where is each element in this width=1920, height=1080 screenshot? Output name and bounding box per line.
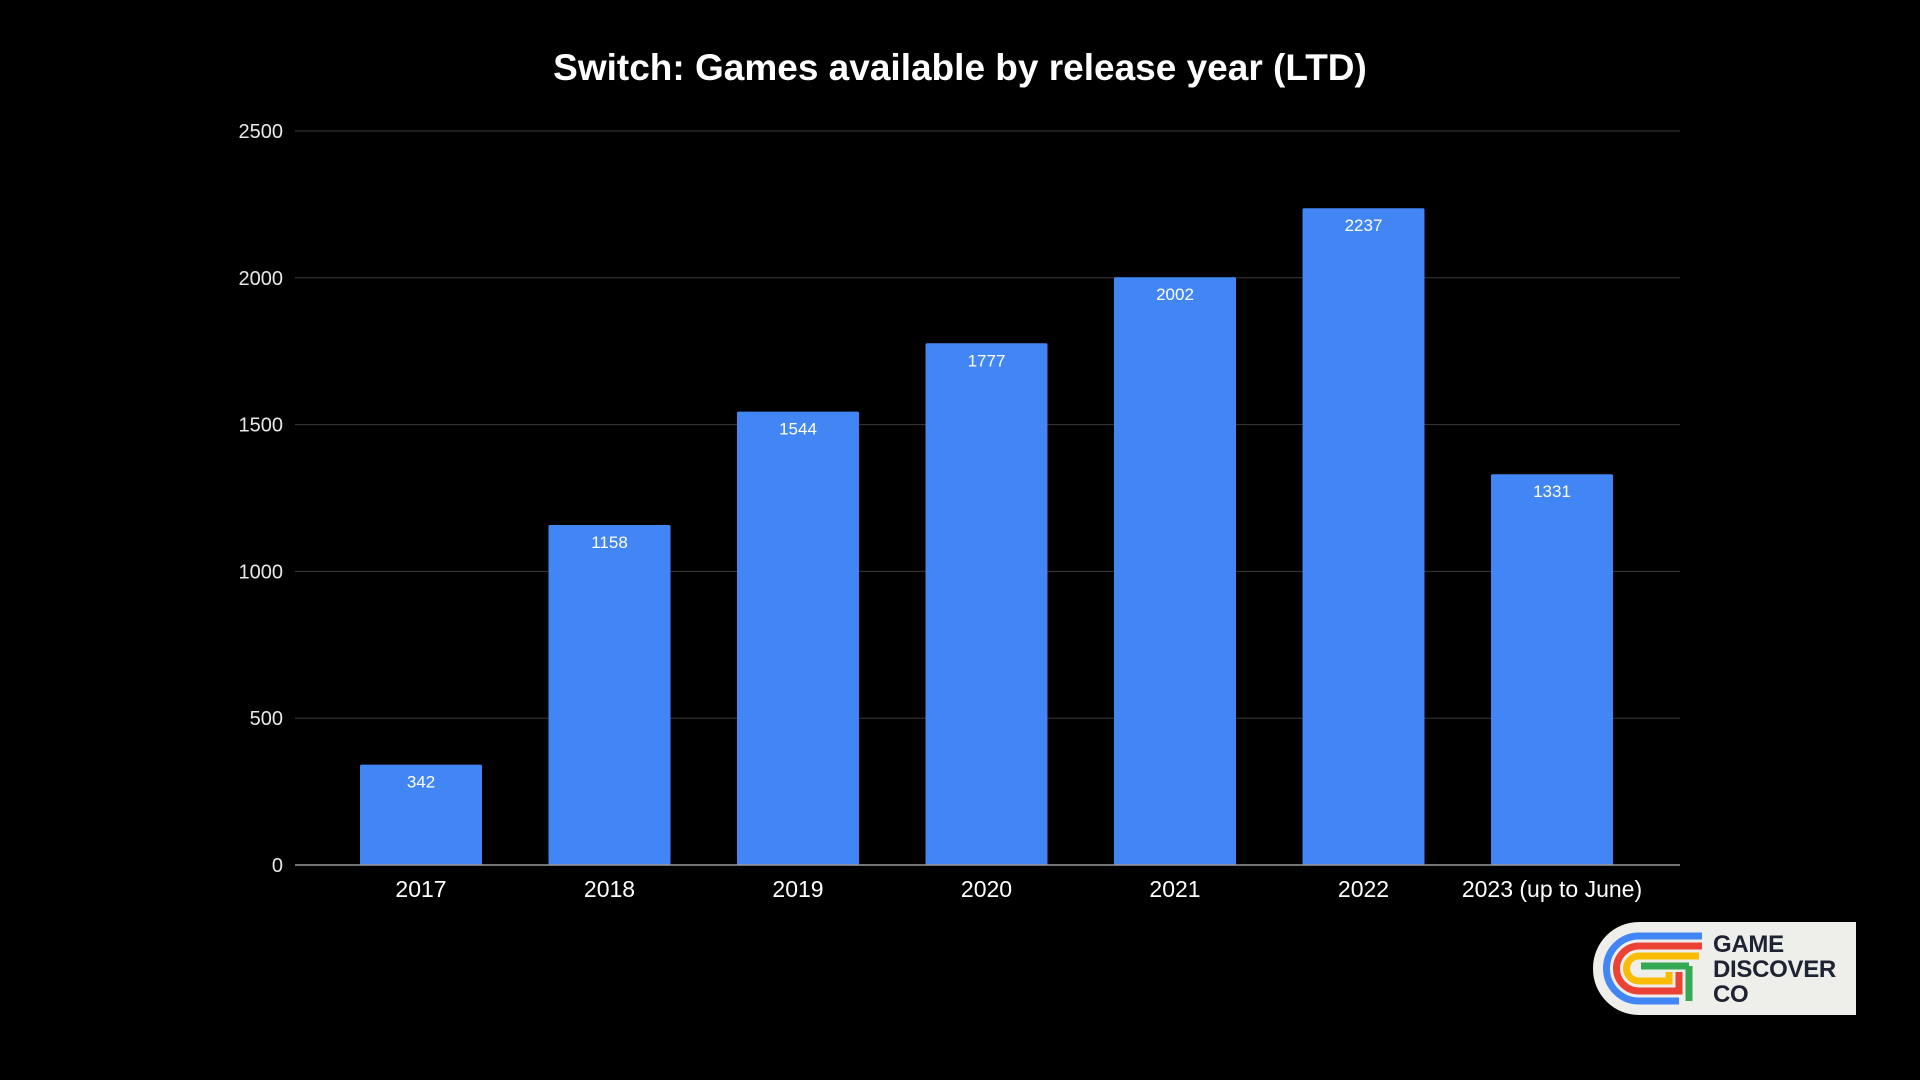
bar	[1302, 208, 1425, 865]
x-tick-label: 2018	[584, 876, 635, 902]
data-labels: 342 1158 1544 1777 2002 2237 1331	[407, 216, 1571, 791]
x-axis: 2017 2018 2019 2020 2021 2022 2023 (up to June…	[295, 864, 1680, 902]
logo-line-co: CO	[1713, 981, 1749, 1008]
bar	[1114, 277, 1236, 866]
data-label: 342	[407, 773, 435, 792]
y-tick-label: 0	[272, 855, 283, 877]
x-tick-label: 2022	[1338, 876, 1389, 902]
data-label: 1777	[968, 351, 1006, 370]
data-label: 2002	[1156, 285, 1194, 304]
data-label: 1544	[779, 420, 817, 439]
bars	[360, 208, 1613, 866]
logo-line-game: GAME	[1713, 931, 1784, 958]
y-axis: 0 500 1000 1500 2000 2500	[239, 121, 284, 877]
chart-title: Switch: Games available by release year …	[553, 47, 1367, 88]
x-tick-label: 2019	[772, 876, 823, 902]
x-tick-label: 2023 (up to June)	[1462, 876, 1642, 902]
x-tick-label: 2017	[395, 876, 446, 902]
x-tick-label: 2021	[1149, 876, 1200, 902]
logo-stripes-icon	[1603, 932, 1702, 1005]
x-tick-label: 2020	[961, 876, 1012, 902]
bar	[737, 411, 859, 865]
bar	[360, 764, 482, 865]
game-discover-co-logo: GAME DISCOVER CO	[1593, 922, 1856, 1015]
logo-wordmark: GAME DISCOVER CO	[1713, 932, 1853, 1007]
y-tick-label: 1000	[239, 561, 284, 583]
data-label: 1331	[1533, 482, 1571, 501]
data-label: 1158	[591, 533, 628, 552]
bar	[548, 525, 671, 865]
y-tick-label: 2500	[239, 121, 284, 143]
y-tick-label: 1500	[239, 415, 284, 437]
y-tick-label: 2000	[239, 268, 284, 290]
bar	[925, 343, 1048, 865]
y-tick-label: 500	[250, 708, 283, 730]
bar	[1491, 474, 1613, 865]
data-label: 2237	[1345, 216, 1383, 235]
logo-line-discover: DISCOVER	[1713, 956, 1836, 983]
